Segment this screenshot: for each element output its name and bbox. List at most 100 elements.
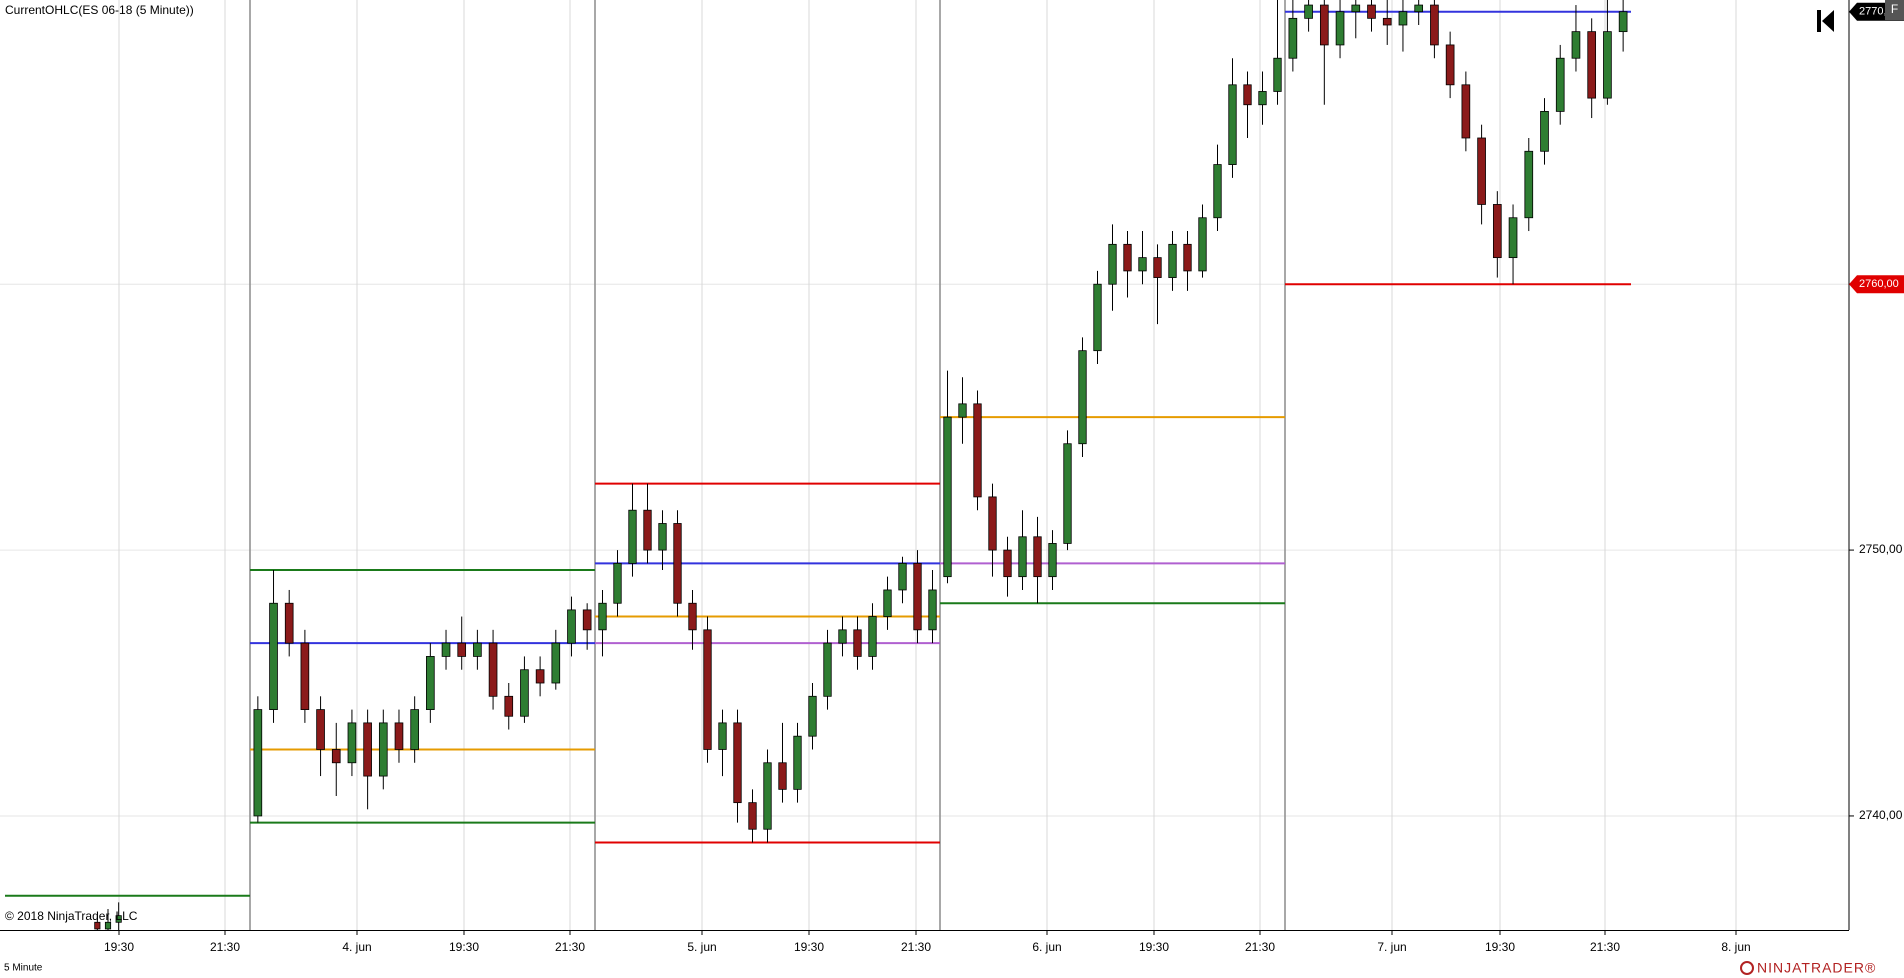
candle-body bbox=[1003, 549, 1012, 578]
copyright: © 2018 NinjaTrader, LLC bbox=[5, 909, 138, 923]
candle-body bbox=[1033, 536, 1042, 578]
toolbar-button[interactable]: F bbox=[1885, 0, 1904, 20]
candle-body bbox=[1288, 17, 1298, 59]
candle-body bbox=[488, 642, 498, 697]
candle-body bbox=[1063, 443, 1072, 544]
candle-body bbox=[347, 722, 357, 764]
candle-body bbox=[628, 509, 637, 564]
y-tick-label: 2740,00 bbox=[1859, 808, 1903, 822]
candle-body bbox=[1508, 217, 1518, 259]
icon-bar bbox=[1817, 10, 1821, 32]
plot-area bbox=[5, 0, 1631, 930]
brand-name: NINJATRADER® bbox=[1757, 960, 1876, 976]
candle-body bbox=[1351, 4, 1361, 13]
candle-body bbox=[748, 802, 757, 830]
candle-body bbox=[808, 695, 817, 737]
candle-body bbox=[913, 562, 922, 631]
candle-body bbox=[1603, 31, 1612, 99]
candle-body bbox=[718, 722, 727, 750]
candle-body bbox=[520, 669, 529, 717]
candle-body bbox=[1461, 84, 1471, 139]
x-tick-label: 6. jun bbox=[1032, 940, 1061, 954]
candle-body bbox=[1048, 543, 1057, 578]
candle-body bbox=[868, 616, 877, 657]
grid bbox=[0, 0, 1849, 930]
x-tick-label: 19:30 bbox=[1139, 940, 1169, 954]
candle-body bbox=[1414, 4, 1424, 13]
candle-body bbox=[1555, 57, 1565, 112]
candle-body bbox=[763, 762, 772, 830]
candle-body bbox=[504, 695, 514, 717]
candle-body bbox=[1571, 31, 1581, 59]
candle-body bbox=[1273, 57, 1282, 92]
candle-body bbox=[441, 642, 451, 657]
candle-body bbox=[1243, 84, 1252, 106]
candle-body bbox=[394, 722, 404, 750]
candle-body bbox=[473, 642, 482, 657]
x-tick-label: 19:30 bbox=[794, 940, 824, 954]
timeframe-label: 5 Minute bbox=[4, 963, 43, 974]
candle-body bbox=[378, 722, 388, 777]
brand: NINJATRADER® bbox=[1740, 960, 1876, 976]
icon-arrow bbox=[1822, 10, 1834, 32]
candle-body bbox=[1445, 44, 1455, 86]
candle-body bbox=[582, 609, 592, 631]
price-marker bbox=[1849, 275, 1904, 294]
candle-body bbox=[1492, 204, 1502, 259]
candle-body bbox=[838, 629, 847, 644]
candle-body bbox=[253, 709, 263, 817]
candle-body bbox=[1198, 217, 1207, 272]
candle-body bbox=[1078, 350, 1087, 445]
x-tick-label: 19:30 bbox=[449, 940, 479, 954]
axes: 2740,00 2750,00 2760,00 19:30 21:30 4. jun 19:… bbox=[104, 2, 1904, 954]
candle-body bbox=[410, 709, 419, 750]
candle-body bbox=[331, 749, 341, 764]
scroll-end-button[interactable] bbox=[1817, 10, 1834, 32]
candle-body bbox=[1258, 91, 1267, 106]
candle-body bbox=[1335, 11, 1345, 46]
x-tick-label: 4. jun bbox=[342, 940, 371, 954]
candle-body bbox=[853, 629, 862, 657]
candle-body bbox=[1477, 137, 1486, 205]
button-bg bbox=[1885, 0, 1904, 20]
x-tick-label: 21:30 bbox=[210, 940, 240, 954]
candle-body bbox=[1138, 257, 1147, 272]
candle-body bbox=[104, 921, 112, 930]
candle-body bbox=[1168, 243, 1177, 278]
candle-body bbox=[973, 403, 982, 498]
candle-body bbox=[658, 523, 667, 551]
candle-body bbox=[1153, 257, 1162, 278]
candle-body bbox=[823, 642, 832, 697]
price-marker-label: 2770,25 bbox=[1859, 6, 1899, 18]
candle-body bbox=[1304, 4, 1313, 19]
y-tick-label: 2750,00 bbox=[1859, 542, 1903, 556]
candle-body bbox=[269, 602, 278, 710]
candle-body bbox=[1382, 17, 1392, 26]
candle-body bbox=[115, 915, 122, 923]
candle-body bbox=[1587, 31, 1597, 99]
candle-body bbox=[883, 589, 892, 617]
candle-body bbox=[363, 722, 372, 777]
candle-body bbox=[457, 642, 467, 657]
x-tick-label: 21:30 bbox=[1590, 940, 1620, 954]
x-tick-label: 19:30 bbox=[1485, 940, 1515, 954]
candle-body bbox=[703, 629, 712, 750]
candle-body bbox=[1183, 243, 1192, 272]
candle-body bbox=[1123, 243, 1132, 272]
candle-body bbox=[300, 642, 310, 710]
candle-body bbox=[426, 656, 435, 710]
candle-body bbox=[598, 602, 607, 631]
candle-body bbox=[1018, 536, 1027, 578]
candle-body bbox=[1524, 150, 1534, 219]
candle-body bbox=[643, 509, 652, 551]
x-tick-label: 5. jun bbox=[687, 940, 716, 954]
candle-body bbox=[1618, 11, 1628, 33]
candle-body bbox=[1228, 84, 1237, 165]
x-tick-label: 19:30 bbox=[104, 940, 134, 954]
candle-body bbox=[673, 523, 682, 604]
candle-body bbox=[778, 762, 787, 790]
candle-body bbox=[1540, 110, 1549, 152]
